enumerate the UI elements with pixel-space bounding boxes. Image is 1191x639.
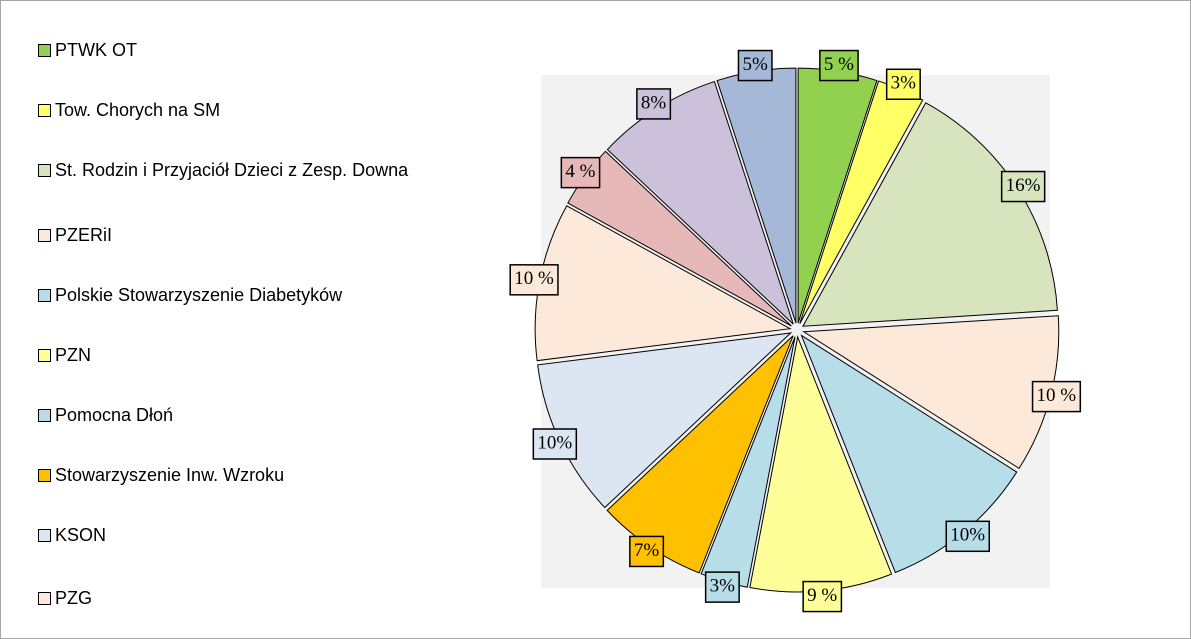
legend-label: Pomocna Dłoń [55,405,174,425]
legend-swatch [38,289,51,302]
data-label: 3% [710,575,736,596]
legend-label: PZN [55,345,91,365]
legend-item: PZERiI [38,223,468,247]
legend-item: Stowarzyszenie Inw. Wzroku [38,463,468,487]
data-label-box [1031,380,1082,413]
data-label: 4 % [565,161,595,182]
legend-label: PTWK OT [55,40,137,60]
legend-swatch [38,349,51,362]
data-label: 16% [1006,175,1041,196]
legend-swatch [38,229,51,242]
legend-label: Tow. Chorych na SM [55,100,221,120]
data-label: 10% [537,432,572,453]
legend-label: Stowarzyszenie Inw. Wzroku [55,465,285,485]
data-label-box [560,156,601,189]
legend-label: KSON [55,525,107,545]
data-label: 10 % [514,268,554,289]
legend-item: PZN [38,343,468,367]
legend-item: PZG [38,586,468,610]
legend-swatch [38,469,51,482]
data-label-box [945,520,991,553]
legend-swatch [38,592,51,605]
legend-swatch [38,529,51,542]
legend-swatch [38,164,51,177]
data-label: 5 % [824,54,854,75]
data-label-box [509,264,559,296]
legend-item: Tow. Chorych na SM [38,98,468,122]
data-label-box [885,68,921,101]
legend-label: Polskie Stowarzyszenie Diabetyków [55,285,343,305]
legend-label: PZERiI [55,225,113,245]
data-label: 8% [641,92,667,113]
data-label-box [819,49,859,82]
legend-item: Pomocna Dłoń [38,403,468,427]
legend-item: St. Rodzin i Przyjaciół Dzieci z Zesp. D… [38,158,468,182]
legend-item: PTWK OT [38,38,468,62]
data-label-box [704,571,740,603]
legend-item: Polskie Stowarzyszenie Diabetyków [38,283,468,307]
legend-swatch [38,104,51,117]
data-label-box [802,580,843,613]
data-label: 10% [950,525,985,546]
data-label: 5% [742,54,768,75]
data-label-box [532,428,578,460]
data-label-box [737,49,773,82]
data-label: 10 % [1037,385,1077,406]
legend-label: St. Rodzin i Przyjaciół Dzieci z Zesp. D… [55,160,409,180]
legend-swatch [38,409,51,422]
data-label: 3% [891,73,917,94]
legend-item: KSON [38,523,468,547]
data-label: 7% [634,540,660,561]
data-label-box [1000,170,1046,203]
data-label: 9 % [807,585,837,606]
data-label-box [629,535,665,568]
legend-label: PZG [55,588,93,608]
data-label-box [636,88,672,120]
legend-swatch [38,44,51,57]
